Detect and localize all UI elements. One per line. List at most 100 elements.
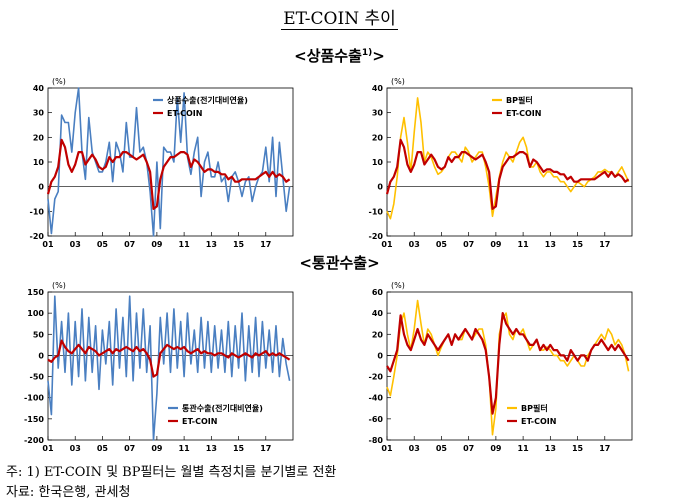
y-tick-label: -20 [369,373,384,382]
x-tick-label: 13 [545,240,556,249]
y-tick-label: 60 [372,288,384,297]
x-tick-label: 01 [42,444,54,453]
x-tick-label: 11 [179,240,191,249]
x-tick-label: 05 [436,444,448,453]
series-line-1 [47,339,291,378]
x-tick-label: 05 [97,444,109,453]
chart-svg-1: (%) -20 -10 0 10 20 30 40 01 03 05 07 09 11 13 15 17 BP필터… [369,77,633,249]
x-tick-label: 15 [572,240,584,249]
legend-label-0: 통관수출(전기대비연율) [182,403,263,413]
x-tick-label: 17 [599,444,610,453]
y-tick-label: -40 [369,394,384,403]
y-tick-label: -80 [369,436,384,445]
x-tick-label: 15 [572,444,584,453]
x-tick-label: 11 [518,444,530,453]
y-tick-label: 0 [38,351,44,360]
legend-label-1: ET-COIN [167,109,202,118]
main-title: ET-COIN 추이 [0,4,679,30]
section-title-goods-exports: <상품수출1)> [0,45,679,66]
series-line-0 [47,295,291,441]
x-tick-label: 03 [70,444,81,453]
x-tick-label: 09 [151,240,163,249]
unit-label: (%) [391,77,405,86]
x-tick-label: 05 [436,240,448,249]
chart-svg-2: (%) -200 -150 -100 -50 0 50 100 150 01 03 05 07 09 11 1… [24,281,294,453]
footnote: 주: 1) ET-COIN 및 BP필터는 월별 측정치를 분기별로 전환 [6,465,337,480]
y-tick-label: 10 [33,158,45,167]
y-tick-label: -20 [30,232,45,241]
y-tick-label: 10 [372,158,384,167]
series-line-1 [385,138,630,210]
legend-label-0: 상품수출(전기대비연율) [167,95,248,105]
section1-footnote-mark: 1) [361,48,373,58]
y-tick-label: -10 [369,207,384,216]
main-title-text: ET-COIN 추이 [281,9,398,30]
y-tick-label: -50 [30,373,45,382]
x-tick-label: 03 [409,240,420,249]
x-tick-label: 03 [409,444,420,453]
y-tick-label: -150 [24,415,44,424]
y-tick-label: 0 [377,183,383,192]
chart-goods-bp-filter: (%) -20 -10 0 10 20 30 40 01 03 05 07 09 11 13 15 17 BP필터… [339,72,678,272]
plot-frame [386,291,633,441]
x-tick-label: 13 [545,444,556,453]
x-tick-label: 13 [206,240,217,249]
x-tick-label: 17 [260,444,271,453]
y-tick-label: -100 [24,394,44,403]
y-tick-label: 40 [372,309,384,318]
x-tick-label: 09 [151,444,163,453]
x-tick-label: 01 [42,240,54,249]
x-tick-label: 09 [490,240,502,249]
y-tick-label: 40 [372,84,384,93]
x-tick-label: 15 [233,240,245,249]
y-tick-label: -20 [369,232,384,241]
x-tick-label: 13 [206,444,217,453]
legend-label-1: ET-COIN [182,417,217,426]
y-tick-label: 30 [33,109,45,118]
x-tick-label: 07 [124,444,135,453]
section-title-customs-exports: <통관수출> [299,254,380,272]
y-tick-label: -60 [369,415,384,424]
y-tick-label: 100 [27,309,44,318]
x-tick-label: 15 [233,444,245,453]
y-tick-label: 20 [33,133,45,142]
series-line-1 [46,138,291,210]
x-tick-label: 03 [70,240,81,249]
chart-svg-0: (%) -20 -10 0 10 20 30 40 01 03 05 07 09 11 13 15 17 상품수출… [30,77,294,249]
x-tick-label: 01 [381,240,393,249]
y-tick-label: 20 [372,330,384,339]
series-line-0 [386,299,630,436]
y-tick-label: -10 [30,207,45,216]
y-tick-label: 0 [38,183,44,192]
x-tick-label: 07 [463,240,474,249]
y-tick-label: 150 [27,288,44,297]
unit-label: (%) [391,281,405,290]
x-tick-label: 07 [463,444,474,453]
y-tick-label: 0 [377,351,383,360]
series-line-1 [386,311,630,415]
y-tick-label: 40 [33,84,45,93]
series-line-0 [386,97,630,220]
section1-label: <상품수출 [294,47,362,65]
plot-frame [47,291,294,441]
chart-goods-exports-et-coin: (%) -20 -10 0 10 20 30 40 01 03 05 07 09 11 13 15 17 상품수출… [0,72,339,272]
y-tick-label: 20 [372,133,384,142]
y-tick-label: -200 [24,436,44,445]
y-tick-label: 30 [372,109,384,118]
source-note: 자료: 한국은행, 관세청 [6,485,131,500]
x-tick-label: 17 [260,240,271,249]
y-tick-label: 50 [33,330,45,339]
unit-label: (%) [52,77,66,86]
legend-label-0: BP필터 [521,403,548,413]
chart-customs-bp-filter: (%) -80 -60 -40 -20 0 20 40 60 01 03 05 07 09 11 13 15 17… [339,276,678,476]
x-tick-label: 01 [381,444,393,453]
x-tick-label: 05 [97,240,109,249]
series-line-0 [47,87,291,237]
x-tick-label: 07 [124,240,135,249]
section1-close: > [372,47,385,65]
legend-label-1: ET-COIN [506,109,541,118]
chart-customs-exports-et-coin: (%) -200 -150 -100 -50 0 50 100 150 01 03 05 07 09 11 1… [0,276,339,476]
x-tick-label: 17 [599,240,610,249]
x-tick-label: 11 [179,444,191,453]
legend-label-1: ET-COIN [521,417,556,426]
